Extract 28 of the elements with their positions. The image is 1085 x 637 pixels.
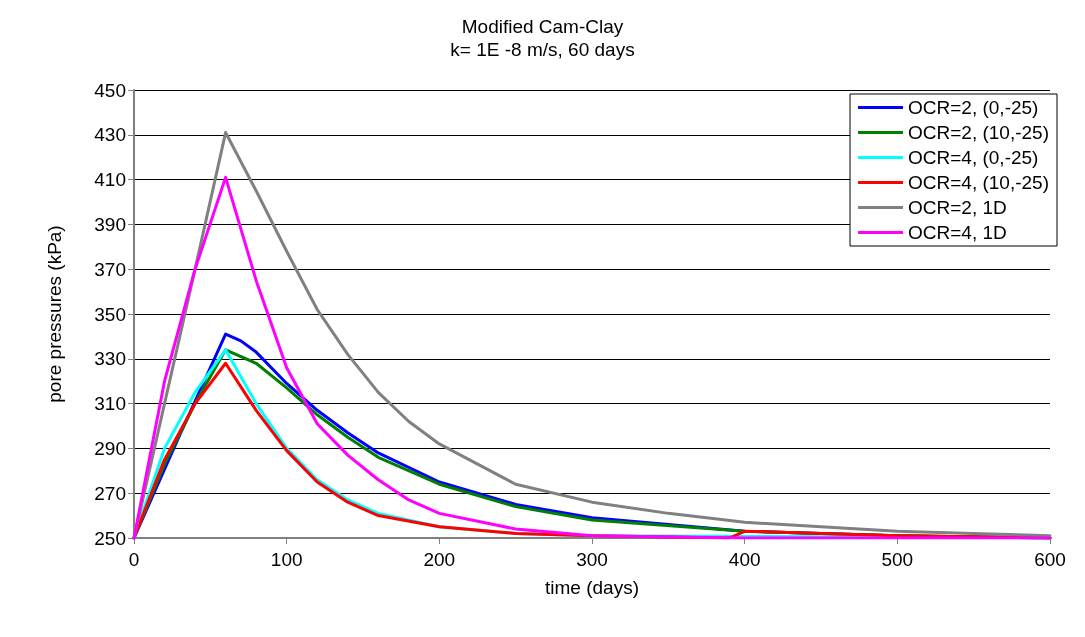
- y-tick-label: 410: [94, 169, 126, 191]
- x-axis-title: time (days): [545, 577, 639, 598]
- y-tick-label: 450: [94, 79, 126, 101]
- legend-label: OCR=2, (10,-25): [908, 122, 1050, 143]
- y-tick-label: 310: [94, 393, 126, 415]
- legend-label: OCR=2, 1D: [908, 197, 1007, 218]
- legend-label: OCR=4, (0,-25): [908, 147, 1039, 168]
- x-tick-label: 200: [423, 549, 456, 570]
- y-tick-label: 430: [94, 124, 126, 146]
- x-tick-label: 500: [881, 549, 914, 570]
- y-tick-label: 390: [94, 213, 126, 235]
- x-tick-label: 0: [128, 549, 140, 570]
- x-tick-label: 600: [1034, 549, 1066, 570]
- x-tick-label: 300: [576, 549, 608, 570]
- x-tick-label: 100: [270, 549, 303, 570]
- y-tick-label: 350: [94, 303, 126, 325]
- y-tick-label: 330: [94, 348, 126, 370]
- y-tick-label: 250: [94, 527, 126, 549]
- legend-label: OCR=4, 1D: [908, 222, 1007, 243]
- y-tick-label: 270: [94, 482, 126, 504]
- y-tick-label: 370: [94, 258, 126, 280]
- legend-label: OCR=2, (0,-25): [908, 97, 1039, 118]
- chart-title: Modified Cam-Clay: [461, 16, 624, 37]
- x-tick-label: 400: [728, 549, 761, 570]
- legend-label: OCR=4, (10,-25): [908, 172, 1050, 193]
- chart-subtitle: k= 1E -8 m/s, 60 days: [450, 39, 635, 60]
- y-tick-label: 290: [94, 437, 126, 459]
- y-axis-title: pore pressures (kPa): [44, 225, 65, 403]
